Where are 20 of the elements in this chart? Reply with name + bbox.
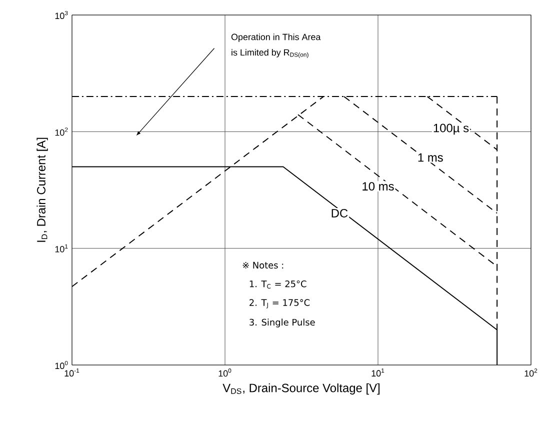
annotation: ※ Notes : — [242, 262, 284, 269]
x-tick-label: 10$^{-1}$ — [64, 368, 80, 377]
annotation: 1. T$_{C}$ = 25°C — [250, 280, 306, 289]
annotation: is Limited by R$_{DS(on)}$ — [232, 49, 308, 58]
annotation: 10 ms — [362, 182, 394, 191]
annotation: DC — [332, 208, 348, 218]
annotation: 3. Single Pulse — [250, 318, 315, 328]
y-tick-label: 10$^{1}$ — [55, 244, 68, 252]
y-tick-label: 10$^{3}$ — [55, 10, 68, 20]
x-tick-label: 10$^{0}$ — [218, 368, 232, 377]
annotation: 1 ms — [418, 153, 443, 162]
x-tick-label: 10$^{2}$ — [524, 368, 538, 377]
x-axis-title: V$_{DS}$, Drain-Source Voltage [V] — [222, 383, 380, 395]
annotation: 2. T$_{J}$ = 175°C — [250, 299, 310, 308]
y-tick-label: 10$^{2}$ — [55, 128, 68, 136]
annotation: 100µ s — [434, 124, 469, 135]
y-axis-title: I$_{D}$, Drain Current [A] — [36, 138, 48, 242]
y-tick-label: 10$^{0}$ — [55, 360, 68, 370]
annotation: Operation in This Area — [231, 34, 321, 42]
x-tick-label: 10$^{1}$ — [372, 368, 384, 377]
